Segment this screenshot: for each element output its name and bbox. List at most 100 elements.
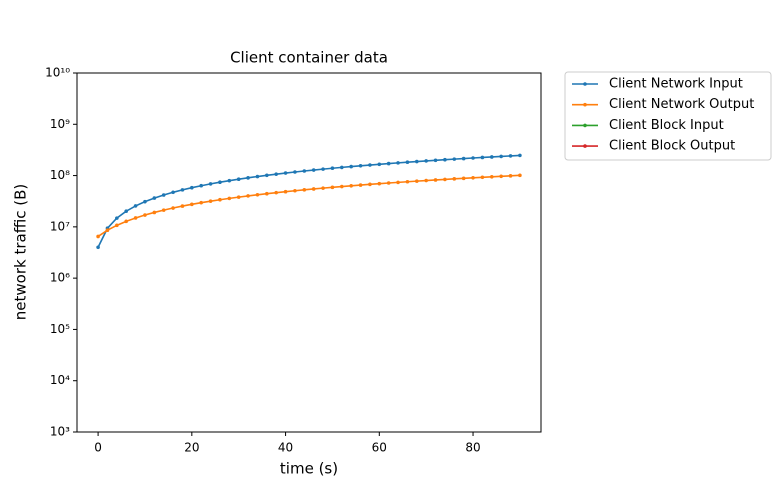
data-point <box>368 163 372 167</box>
data-point <box>143 199 147 204</box>
data-point <box>443 157 447 162</box>
data-point <box>340 165 344 170</box>
data-point <box>115 216 119 220</box>
data-point <box>246 176 250 180</box>
data-point <box>302 188 307 192</box>
data-point <box>161 193 166 197</box>
data-point <box>358 183 363 187</box>
x-tick-label: 20 <box>184 441 199 455</box>
data-point <box>452 177 457 181</box>
data-point <box>124 219 129 224</box>
data-point <box>105 228 110 233</box>
data-point <box>171 190 175 195</box>
data-point <box>124 209 129 213</box>
chart-title: Client container data <box>230 49 388 67</box>
data-point <box>471 156 475 160</box>
data-point <box>311 187 316 191</box>
data-point <box>433 178 438 182</box>
data-point <box>236 195 241 199</box>
data-point <box>265 191 269 196</box>
data-point <box>293 188 297 193</box>
data-point <box>396 180 400 185</box>
y-tick-label: 10⁷ <box>50 219 70 233</box>
data-point <box>471 175 475 180</box>
data-point <box>152 196 157 200</box>
data-point <box>302 169 307 173</box>
legend-label: Client Network Output <box>609 97 754 112</box>
data-point <box>349 183 353 188</box>
plot-frame <box>76 72 542 433</box>
series-line <box>97 174 520 238</box>
data-point <box>443 177 447 182</box>
data-point <box>349 164 353 169</box>
data-point <box>508 174 513 178</box>
data-point <box>386 161 391 166</box>
legend-label: Client Block Output <box>609 139 735 154</box>
x-axis-label: time (s) <box>280 460 338 478</box>
x-tick-label: 40 <box>278 441 293 455</box>
data-point <box>405 179 410 184</box>
legend-marker <box>583 144 587 148</box>
data-point <box>489 155 494 159</box>
data-point <box>227 178 232 183</box>
data-point <box>321 167 325 171</box>
data-point <box>508 154 513 158</box>
data-point <box>218 197 222 202</box>
data-point <box>180 204 185 208</box>
series-line <box>97 154 520 248</box>
data-point <box>274 172 278 176</box>
y-tick-label: 10¹⁰ <box>45 66 70 80</box>
data-point <box>208 182 213 186</box>
data-point <box>293 170 297 174</box>
data-point <box>190 185 194 190</box>
y-tick-label: 10⁵ <box>50 322 70 336</box>
data-point <box>283 171 288 175</box>
data-point <box>461 176 466 181</box>
data-point <box>480 155 485 160</box>
data-point <box>386 181 391 185</box>
legend-label: Client Network Input <box>609 77 743 92</box>
data-point <box>377 181 382 186</box>
data-point <box>358 163 363 168</box>
data-point <box>208 199 213 203</box>
data-point <box>227 196 232 201</box>
data-point <box>405 160 410 165</box>
y-axis-label: network traffic (B) <box>12 184 30 320</box>
legend-box <box>564 71 772 161</box>
data-point <box>414 159 419 164</box>
x-tick-label: 0 <box>94 441 102 455</box>
data-point <box>518 153 522 158</box>
data-point <box>321 186 325 190</box>
y-tick-label: 10⁸ <box>50 168 70 182</box>
data-point <box>518 173 522 178</box>
x-tick-label: 80 <box>465 441 480 455</box>
data-point <box>311 168 316 172</box>
data-point <box>246 194 250 198</box>
data-point <box>368 182 372 187</box>
data-point <box>218 180 222 185</box>
data-point <box>190 202 194 207</box>
data-point <box>171 206 175 210</box>
data-point <box>199 183 204 188</box>
legend-marker <box>583 102 587 107</box>
x-tick-label: 60 <box>372 441 387 455</box>
data-point <box>377 162 382 167</box>
data-point <box>199 200 204 205</box>
data-point <box>461 156 466 161</box>
data-point <box>133 204 138 208</box>
data-point <box>236 177 241 181</box>
data-point <box>330 185 335 190</box>
data-point <box>161 208 166 212</box>
data-point <box>152 210 157 215</box>
y-tick-label: 10⁴ <box>50 373 70 387</box>
data-point <box>283 189 288 194</box>
data-point <box>424 178 428 183</box>
data-point <box>143 213 147 217</box>
data-point <box>265 173 269 178</box>
data-point <box>489 174 494 179</box>
y-tick-label: 10³ <box>50 425 70 439</box>
legend-marker <box>583 123 587 128</box>
legend-label: Client Block Input <box>609 118 724 133</box>
y-tick-label: 10⁹ <box>50 117 70 131</box>
